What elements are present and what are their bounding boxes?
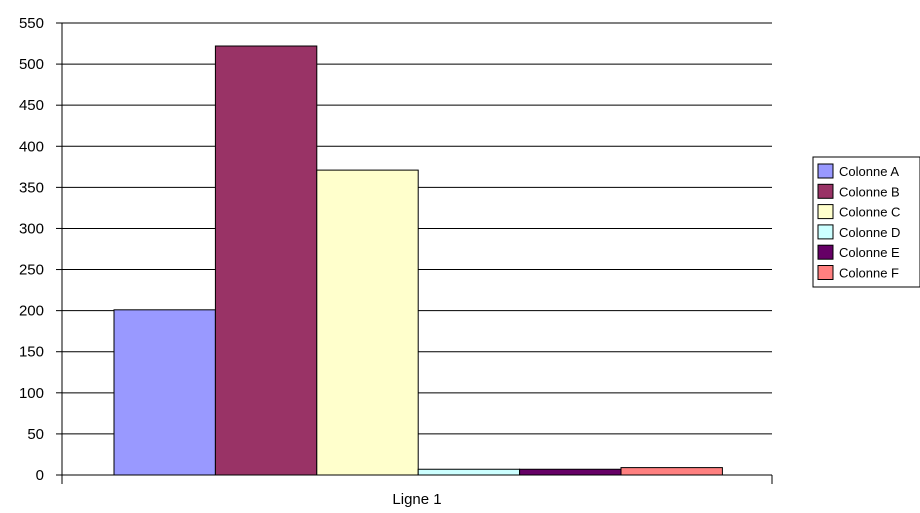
legend-swatch	[817, 183, 834, 199]
legend-label: Colonne C	[839, 205, 900, 220]
y-tick-label: 200	[19, 303, 44, 320]
y-tick-label: 550	[19, 15, 44, 32]
bar-colonne-f	[620, 467, 723, 476]
y-tick-label: 500	[19, 56, 44, 73]
bar-colonne-e	[519, 468, 622, 476]
legend-label: Colonne A	[839, 164, 899, 179]
y-tick-labels: 0 50 100 150 200 250 300 350 400 450 500 550	[19, 15, 44, 484]
axes	[61, 23, 773, 484]
y-tick-label: 50	[27, 426, 44, 443]
legend-swatch	[817, 244, 834, 260]
legend: Colonne A Colonne B Colonne C Colonne D Colo…	[812, 156, 920, 288]
bar-colonne-a	[113, 309, 216, 476]
legend-box	[812, 156, 920, 288]
y-tick-label: 150	[19, 344, 44, 361]
legend-swatch	[817, 224, 834, 240]
legend-label: Colonne E	[839, 245, 900, 260]
y-tick-label: 100	[19, 385, 44, 402]
legend-label: Colonne B	[839, 184, 900, 199]
y-tick-label: 450	[19, 97, 44, 114]
legend-label: Colonne F	[839, 266, 899, 281]
bar-colonne-d	[417, 468, 521, 476]
legend-swatch	[817, 265, 834, 280]
y-tick-label: 0	[36, 467, 44, 484]
bar-colonne-c	[316, 169, 419, 476]
legend-swatch	[817, 163, 834, 179]
bar-colonne-b	[214, 45, 318, 476]
bars	[113, 45, 723, 476]
legend-swatch	[817, 204, 834, 220]
x-category-label: Ligne 1	[392, 491, 441, 508]
y-tick-label: 250	[19, 262, 44, 279]
y-tick-label: 300	[19, 220, 44, 237]
y-tick-label: 350	[19, 179, 44, 196]
legend-label: Colonne D	[839, 225, 900, 240]
y-tick-label: 400	[19, 138, 44, 155]
